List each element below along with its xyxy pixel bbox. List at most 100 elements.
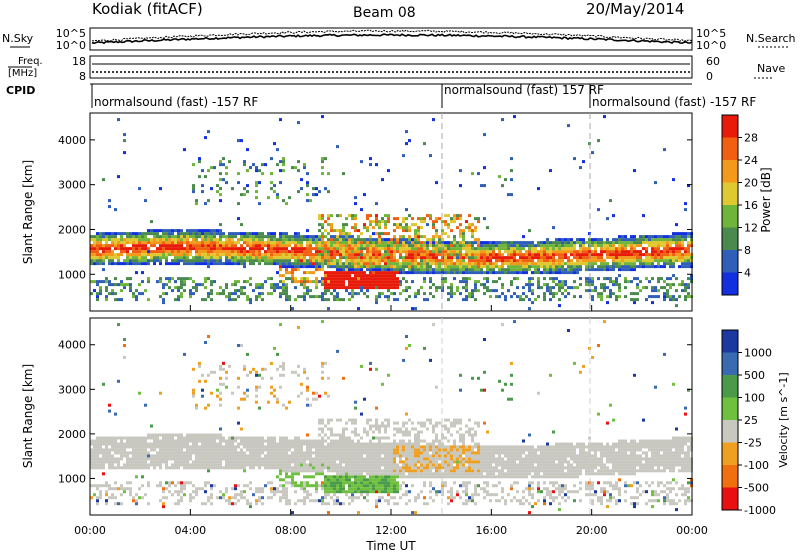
velocity-cell (348, 475, 351, 478)
power-cell (120, 298, 123, 301)
velocity-cell (291, 469, 294, 472)
power-cell (171, 241, 174, 244)
power-cell (384, 295, 387, 298)
power-cell (507, 271, 510, 274)
velocity-cell (93, 445, 96, 448)
power-cell (315, 241, 318, 244)
power-cell (672, 298, 675, 301)
power-cell (459, 268, 462, 271)
power-cell (369, 250, 372, 253)
power-cell (243, 256, 246, 259)
power-cell (405, 262, 408, 265)
velocity-cell (363, 469, 366, 472)
power-cell (372, 283, 375, 286)
velocity-cell (333, 443, 336, 446)
power-cell (534, 268, 537, 271)
power-cell (453, 268, 456, 271)
power-cell (372, 274, 375, 277)
velocity-cell (372, 448, 375, 451)
power-cell (171, 247, 174, 250)
power-cell (402, 259, 405, 262)
power-cell (396, 259, 399, 262)
power-cell (108, 244, 111, 247)
power-cell (549, 298, 552, 301)
velocity-cell (144, 445, 147, 448)
velocity-cell (138, 454, 141, 457)
power-cell (333, 235, 336, 238)
power-cell (357, 292, 360, 295)
velocity-cell (300, 499, 303, 502)
velocity-cell (333, 445, 336, 448)
power-cell (669, 262, 672, 265)
power-cell (468, 277, 471, 280)
power-cell (423, 235, 426, 238)
velocity-cell (270, 466, 273, 469)
velocity-cell (138, 392, 141, 395)
power-cell (264, 163, 267, 166)
velocity-cell (222, 368, 225, 371)
power-cell (378, 283, 381, 286)
power-cell (678, 256, 681, 259)
power-cell (204, 244, 207, 247)
power-cell (426, 247, 429, 250)
power-cell (609, 268, 612, 271)
velocity-cell (186, 440, 189, 443)
velocity-cell (192, 368, 195, 371)
power-cell (288, 265, 291, 268)
power-cell (177, 256, 180, 259)
power-cell (681, 265, 684, 268)
power-cell (459, 214, 462, 217)
power-cell (444, 271, 447, 274)
power-cell (321, 157, 324, 160)
velocity-cell (255, 454, 258, 457)
power-cell (93, 256, 96, 259)
velocity-cell (357, 478, 360, 481)
velocity-cell (195, 440, 198, 443)
power-cell (405, 289, 408, 292)
power-cell (333, 250, 336, 253)
velocity-cell (249, 454, 252, 457)
power-cell (639, 256, 642, 259)
power-cell (612, 292, 615, 295)
power-cell (342, 286, 345, 289)
power-cell (129, 286, 132, 289)
power-cell (321, 223, 324, 226)
velocity-cell (186, 463, 189, 466)
power-cell (573, 295, 576, 298)
power-cell (216, 253, 219, 256)
power-cell (366, 265, 369, 268)
power-cell (576, 286, 579, 289)
velocity-cell (378, 425, 381, 428)
power-cell (681, 289, 684, 292)
velocity-cell (282, 445, 285, 448)
power-cell (228, 250, 231, 253)
power-cell (363, 256, 366, 259)
velocity-cell (165, 454, 168, 457)
power-cell (540, 244, 543, 247)
velocity-cell (240, 437, 243, 440)
power-cell (669, 295, 672, 298)
velocity-cell (297, 499, 300, 502)
power-cell (543, 244, 546, 247)
velocity-cell (330, 448, 333, 451)
power-cell (189, 241, 192, 244)
velocity-cell (240, 398, 243, 401)
velocity-cell (174, 502, 177, 505)
power-cell (621, 241, 624, 244)
power-cell (210, 247, 213, 250)
velocity-cell (285, 440, 288, 443)
power-cell (285, 256, 288, 259)
power-cell (219, 247, 222, 250)
power-cell (552, 247, 555, 250)
power-cell (582, 238, 585, 241)
velocity-cell (330, 443, 333, 446)
power-cell (366, 217, 369, 220)
power-cell (168, 244, 171, 247)
power-cell (432, 235, 435, 238)
power-cell (516, 262, 519, 265)
power-cell (270, 286, 273, 289)
velocity-cell (321, 481, 324, 484)
velocity-cell (342, 478, 345, 481)
velocity-cell (348, 484, 351, 487)
power-cell (333, 283, 336, 286)
